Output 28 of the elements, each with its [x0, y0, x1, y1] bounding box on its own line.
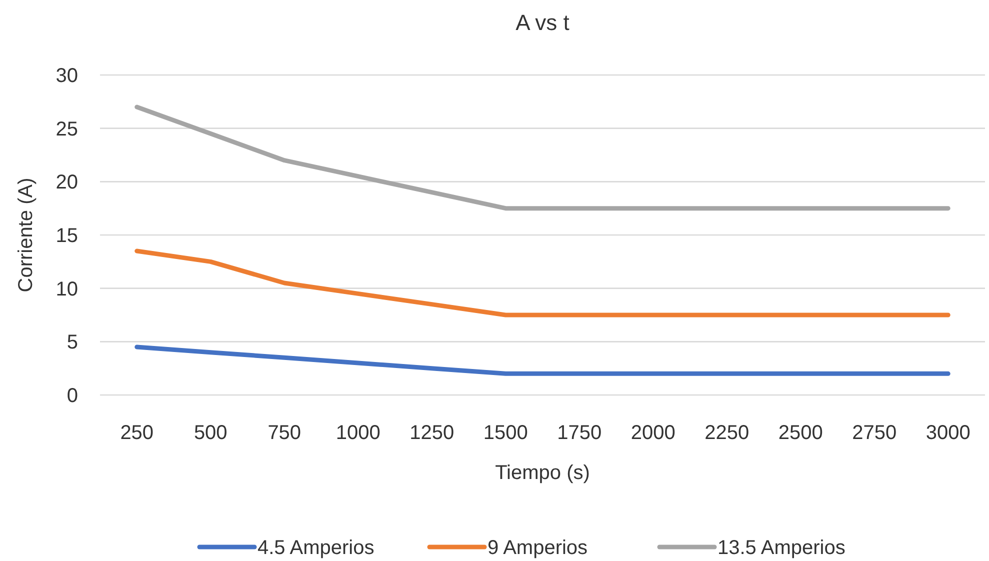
y-tick-label: 10	[56, 278, 78, 300]
y-tick-label: 15	[56, 225, 78, 247]
x-tick-label: 2750	[852, 422, 897, 444]
y-tick-label: 30	[56, 65, 78, 87]
line-series	[134, 344, 950, 376]
x-tick-label: 1500	[483, 422, 528, 444]
x-tick-label: 3000	[926, 422, 970, 444]
legend-label: 4.5 Amperios	[258, 537, 374, 559]
y-tick-label: 0	[66, 385, 78, 407]
x-tick-label: 2000	[630, 422, 676, 444]
line-series	[134, 248, 950, 318]
x-tick-label: 2250	[704, 422, 750, 444]
y-tick-label: 25	[56, 118, 78, 140]
x-tick-label: 750	[268, 422, 302, 444]
y-axis-title: Corriente (A)	[15, 178, 37, 292]
legend-label: 9 Amperios	[488, 537, 588, 559]
x-tick-label: 2500	[778, 422, 823, 444]
x-tick-label: 500	[194, 422, 228, 444]
x-tick-label: 250	[120, 422, 154, 444]
x-tick-label: 1250	[410, 422, 454, 444]
x-tick-label: 1000	[336, 422, 380, 444]
x-tick-label: 1750	[557, 422, 602, 444]
y-tick-label: 20	[56, 172, 78, 194]
chart-title: A vs t	[516, 10, 570, 35]
line-series	[134, 104, 950, 211]
x-axis-title: Tiempo (s)	[495, 462, 590, 484]
legend-label: 13.5 Amperios	[718, 537, 846, 559]
y-tick-label: 5	[66, 332, 78, 354]
